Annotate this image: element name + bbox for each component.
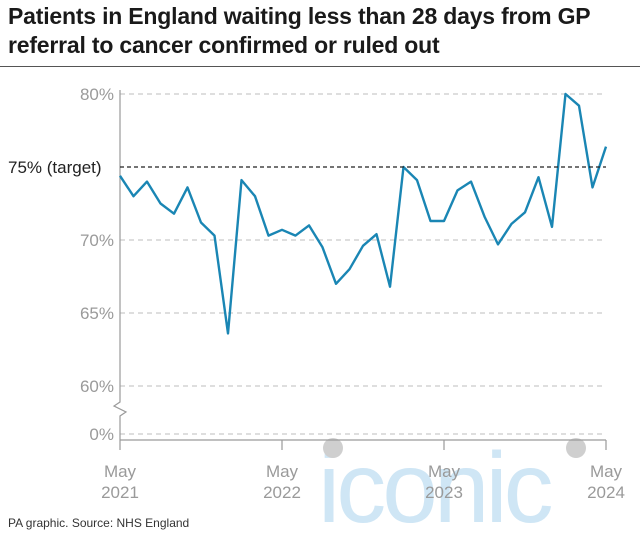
watermark-dot-left xyxy=(323,438,343,458)
y-tick-label: 70% xyxy=(80,231,114,250)
gridlines xyxy=(120,93,606,435)
series-line xyxy=(118,92,608,335)
title-divider xyxy=(0,66,640,67)
x-tick-month: May xyxy=(590,462,623,481)
target-line: 75% (target) xyxy=(8,158,606,177)
watermark-dot-right xyxy=(566,438,586,458)
x-tick-year: 2024 xyxy=(587,483,625,502)
x-tick-year: 2023 xyxy=(425,483,463,502)
y-tick-label: 60% xyxy=(80,377,114,396)
y-tick-label: 80% xyxy=(80,85,114,104)
y-axis-line-with-break xyxy=(112,90,128,440)
x-tick-month: May xyxy=(428,462,461,481)
y-axis-ticks: 80% 70% 65% 60% 0% xyxy=(80,85,114,444)
y-tick-label: 65% xyxy=(80,304,114,323)
x-tick-month: May xyxy=(104,462,137,481)
source-note: PA graphic. Source: NHS England xyxy=(8,516,190,530)
x-tick-year: 2021 xyxy=(101,483,139,502)
watermark: iconic xyxy=(318,432,552,538)
x-tick-year: 2022 xyxy=(263,483,301,502)
series-line-path xyxy=(118,92,608,335)
x-tick-month: May xyxy=(266,462,299,481)
y-tick-label: 0% xyxy=(89,425,114,444)
x-axis-ticks: May 2021 May 2022 May 2023 May 2024 xyxy=(101,440,625,502)
x-axis xyxy=(112,90,606,441)
chart-title: Patients in England waiting less than 28… xyxy=(8,3,591,58)
target-label: 75% (target) xyxy=(8,158,102,177)
